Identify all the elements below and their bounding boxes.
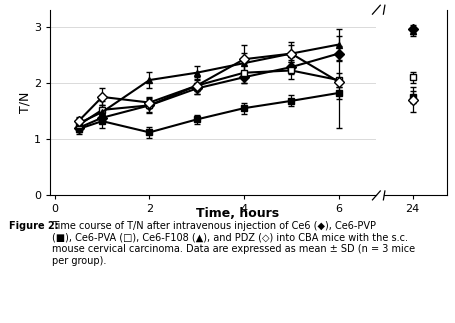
Text: Time, hours: Time, hours <box>195 207 278 220</box>
Text: Figure 2:: Figure 2: <box>9 221 62 231</box>
Y-axis label: T/N: T/N <box>18 92 31 113</box>
Text: Time course of T/N after intravenous injection of Ce6 (◆), Ce6-PVP
(■), Ce6-PVA : Time course of T/N after intravenous inj… <box>52 221 415 266</box>
